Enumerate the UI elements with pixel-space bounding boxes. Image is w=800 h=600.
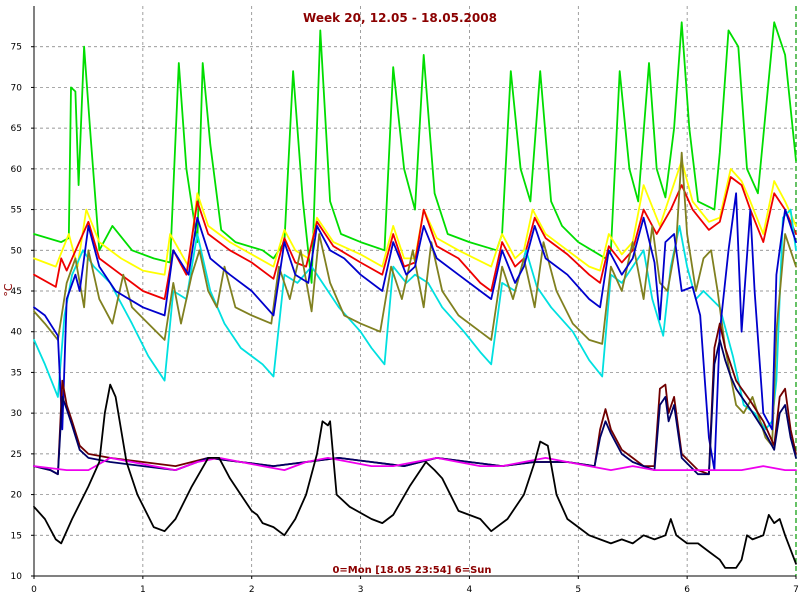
series-line-2	[33, 159, 797, 276]
axes	[31, 6, 797, 579]
series-line-10	[33, 383, 797, 569]
y-tick-label: 60	[11, 165, 23, 175]
series-line-5	[33, 151, 797, 447]
y-tick-label: 65	[11, 124, 22, 134]
x-tick-label: 3	[358, 585, 364, 595]
y-tick-label: 50	[11, 246, 23, 256]
series-line-3	[33, 176, 797, 300]
x-tick-label: 5	[575, 585, 581, 595]
y-tick-label: 35	[11, 368, 22, 378]
y-tick-label: 45	[11, 287, 22, 297]
y-tick-label: 15	[11, 531, 22, 541]
y-axis-label: °C	[2, 283, 15, 297]
x-tick-label: 4	[467, 585, 473, 595]
y-tick-label: 70	[11, 83, 23, 93]
series-group	[33, 21, 797, 569]
y-tick-label: 25	[11, 450, 22, 460]
series-line-9	[33, 457, 797, 471]
chart-footer-xlabel: 0=Mon [18.05 23:54] 6=Sun	[332, 565, 491, 576]
y-tick-label: 10	[11, 572, 23, 582]
series-line-1	[33, 21, 797, 284]
y-tick-label: 20	[11, 491, 23, 501]
x-tick-label: 2	[249, 585, 255, 595]
y-tick-label: 75	[11, 43, 22, 53]
x-tick-label: 0	[31, 585, 37, 595]
chart-title: Week 20, 12.05 - 18.05.2008	[303, 11, 497, 25]
x-tick-label: 1	[140, 585, 146, 595]
series-line-8	[33, 339, 797, 476]
y-tick-label: 55	[11, 206, 22, 216]
x-tick-label: 7	[793, 585, 799, 595]
series-line-4	[33, 208, 797, 431]
y-tick-label: 40	[11, 328, 23, 338]
x-tick-label: 6	[684, 585, 690, 595]
y-tick-label: 30	[11, 409, 23, 419]
